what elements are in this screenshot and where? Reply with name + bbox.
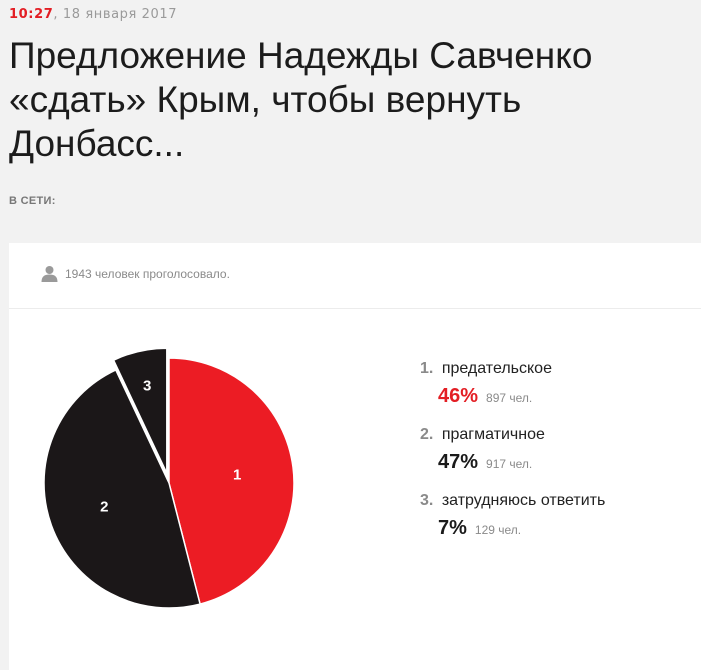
legend-number: 1 <box>420 360 429 377</box>
legend-number: 3 <box>420 492 429 509</box>
legend-item-1: 1. предательское 46% 897 чел. <box>420 360 552 407</box>
user-icon <box>41 266 58 282</box>
legend-percent: 47% <box>438 451 479 473</box>
legend-item-3: 3. затрудняюсь ответить 7% 129 чел. <box>420 492 606 539</box>
legend-label: прагматичное <box>441 426 545 443</box>
pie-slice-2 <box>43 368 201 609</box>
legend-number: 2 <box>420 426 429 443</box>
legend-label: затрудняюсь ответить <box>441 492 606 509</box>
pie-slice-label-2: 2 <box>100 498 108 515</box>
article-date: , 18 января 2017 <box>53 7 178 22</box>
pie-slice-label-3: 3 <box>143 377 151 394</box>
legend-percent: 46% <box>438 385 479 407</box>
article-meta: 10:27, 18 января 2017 <box>9 7 177 22</box>
pie-slice-3 <box>112 347 168 474</box>
section-label: В СЕТИ: <box>9 195 56 207</box>
chart-legend: 1. предательское 46% 897 чел. 2. прагмати… <box>420 360 605 558</box>
pie-chart: 1 2 3 <box>43 347 295 609</box>
legend-percent: 7% <box>438 517 467 539</box>
legend-count: 917 чел. <box>486 457 533 471</box>
article-title: Предложение Надежды Савченко «сдать» Кры… <box>9 35 593 164</box>
article-time: 10:27 <box>9 7 54 22</box>
legend-count: 897 чел. <box>486 391 533 405</box>
legend-label: предательское <box>441 360 552 377</box>
pie-slice-label-1: 1 <box>233 466 241 483</box>
votes-count-text: 1943 человек проголосовало. <box>65 266 230 281</box>
legend-item-2: 2. прагматичное 47% 917 чел. <box>420 426 545 473</box>
legend-count: 129 чел. <box>474 523 522 537</box>
votes-summary: 1943 человек проголосовало. <box>41 265 230 282</box>
pie-slice-1 <box>168 357 295 605</box>
card-divider <box>9 308 701 309</box>
